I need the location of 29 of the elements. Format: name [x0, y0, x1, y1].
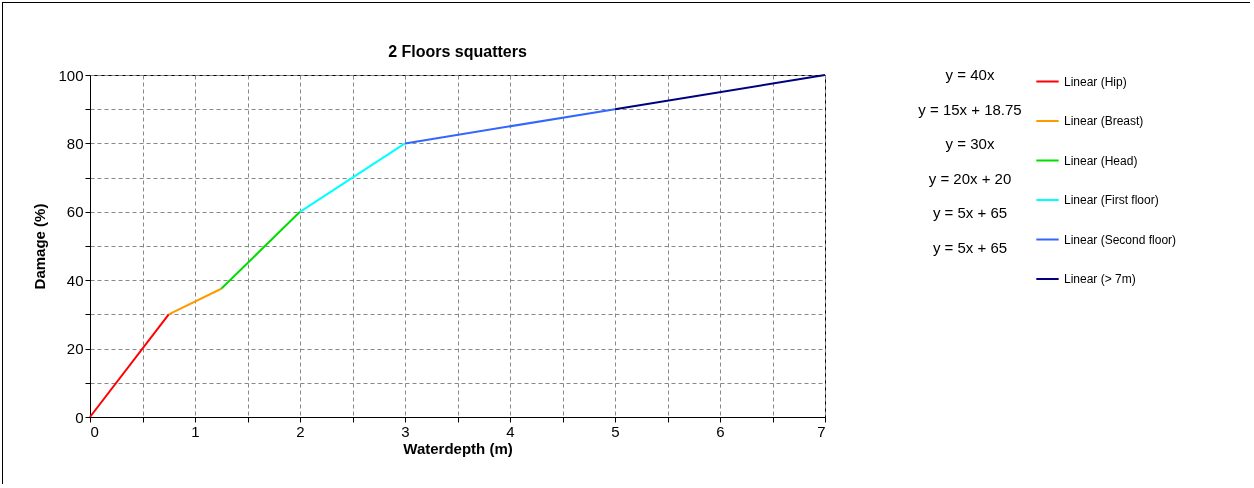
legend-label: Linear (Breast) — [1064, 114, 1144, 128]
text: y = 5x + 65 — [932, 238, 1008, 256]
x-tick-label: 2 — [296, 422, 305, 440]
x-tick-label: 6 — [716, 422, 725, 440]
legend-label: Linear (Hip) — [1064, 74, 1127, 89]
x-axis-title: Waterdepth (m) — [403, 439, 513, 457]
legend-label: Linear (First floor) — [1064, 193, 1159, 207]
text: y = 20x + 20 — [928, 169, 1012, 187]
x-tick-label: 1 — [191, 422, 200, 440]
y-tick-label: 80 — [66, 134, 84, 152]
text: y = 30x — [945, 135, 995, 152]
x-tick-label: 0 — [90, 422, 99, 440]
x-tick-label: 5 — [611, 422, 620, 440]
x-tick-label: 7 — [817, 422, 826, 440]
x-tick-label: 3 — [401, 422, 410, 440]
y-tick-label: 60 — [66, 203, 84, 221]
y-axis-title: Damage (%) — [31, 203, 49, 290]
text: y = 40x — [945, 66, 995, 83]
legend-label: Linear (Head) — [1064, 153, 1138, 168]
text: y = 15x + 18.75 — [918, 100, 1022, 118]
y-tick-label: 100 — [58, 66, 84, 84]
text: y = 5x + 65 — [932, 204, 1008, 221]
chart-title: 2 Floors squatters — [388, 43, 527, 60]
x-tick-label: 4 — [506, 422, 515, 440]
y-tick-label: 20 — [66, 340, 84, 358]
y-tick-label: 40 — [66, 271, 84, 289]
legend-label: Linear (> 7m) — [1064, 272, 1136, 286]
y-tick-label: 0 — [75, 408, 84, 426]
legend-label: Linear (Second floor) — [1064, 232, 1177, 247]
